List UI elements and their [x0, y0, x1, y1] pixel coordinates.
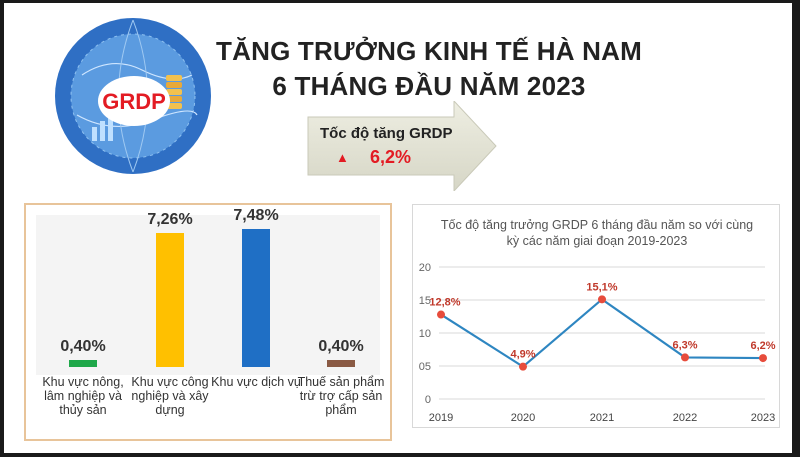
page-title-line1: TĂNG TRƯỞNG KINH TẾ HÀ NAM — [216, 36, 642, 66]
bar-category-label-industry: Khu vực công nghiệp và xây dựng — [131, 375, 209, 417]
x-tick-label-2020: 2020 — [511, 412, 535, 424]
logo-text: GRDP — [102, 89, 166, 114]
y-tick-label: 05 — [419, 361, 431, 373]
line-point-2019 — [437, 310, 445, 319]
bar-industry — [156, 233, 184, 367]
line-point-2023 — [759, 354, 767, 363]
page-title-line2: 6 THÁNG ĐẦU NĂM 2023 — [272, 71, 586, 101]
x-tick-label-2021: 2021 — [590, 412, 614, 424]
bar-chart-plot-area — [36, 215, 380, 375]
line-data-label-2021: 15,1% — [586, 281, 617, 293]
bar-value-label-industry: 7,26% — [147, 211, 193, 229]
bar-category-label-services: Khu vực dịch vụ — [211, 375, 301, 389]
line-data-label-2023: 6,2% — [750, 340, 775, 352]
line-chart-svg: 0 05 10 15 20 2019 2020 2021 2022 2023 12,8% 4,9% 15… — [419, 262, 776, 424]
y-tick-label: 10 — [419, 328, 431, 340]
line-data-label-2020: 4,9% — [510, 349, 535, 361]
up-triangle-icon: ▲ — [336, 150, 349, 165]
callout-label: Tốc độ tăng GRDP — [320, 125, 453, 142]
y-tick-label: 0 — [425, 394, 431, 406]
bar-value-label-services: 7,48% — [233, 207, 279, 224]
growth-callout-arrow — [307, 101, 497, 191]
bar-value-label-agriculture: 0,40% — [60, 337, 106, 355]
bar-product-tax — [327, 359, 355, 367]
grdp-globe-logo: GRDP — [55, 18, 211, 174]
sector-bar-chart: 0,40% Khu vực nông, lâm nghiệp và thủy sả… — [24, 203, 392, 441]
line-point-2020 — [519, 362, 527, 371]
line-data-label-2022: 6,3% — [672, 339, 697, 351]
bar-category-label-product-tax: Thuế sản phẩm trừ trợ cấp sản phẩm — [297, 375, 385, 417]
line-point-2022 — [681, 353, 689, 362]
infographic-canvas: GRDP TĂNG TRƯỞNG KINH TẾ HÀ NAM 6 THÁNG … — [4, 3, 792, 453]
bar-category-label-agriculture: Khu vực nông, lâm nghiệp và thủy sản — [42, 375, 124, 417]
x-tick-label-2019: 2019 — [429, 412, 453, 424]
line-point-2021 — [598, 295, 606, 304]
bar-agriculture — [69, 359, 97, 367]
x-tick-label-2022: 2022 — [673, 412, 697, 424]
bar-services — [242, 229, 270, 367]
bar-value-label-product-tax: 0,40% — [318, 337, 364, 355]
callout-value: 6,2% — [370, 147, 412, 167]
x-tick-label-2023: 2023 — [751, 412, 775, 424]
line-chart-title: Tốc độ tăng trưởng GRDP 6 tháng đầu năm … — [440, 218, 754, 248]
line-data-label-2019: 12,8% — [429, 297, 460, 309]
grdp-line-chart: Tốc độ tăng trưởng GRDP 6 tháng đầu năm … — [412, 204, 780, 428]
y-tick-label: 15 — [419, 295, 431, 307]
y-tick-label: 20 — [419, 262, 431, 274]
